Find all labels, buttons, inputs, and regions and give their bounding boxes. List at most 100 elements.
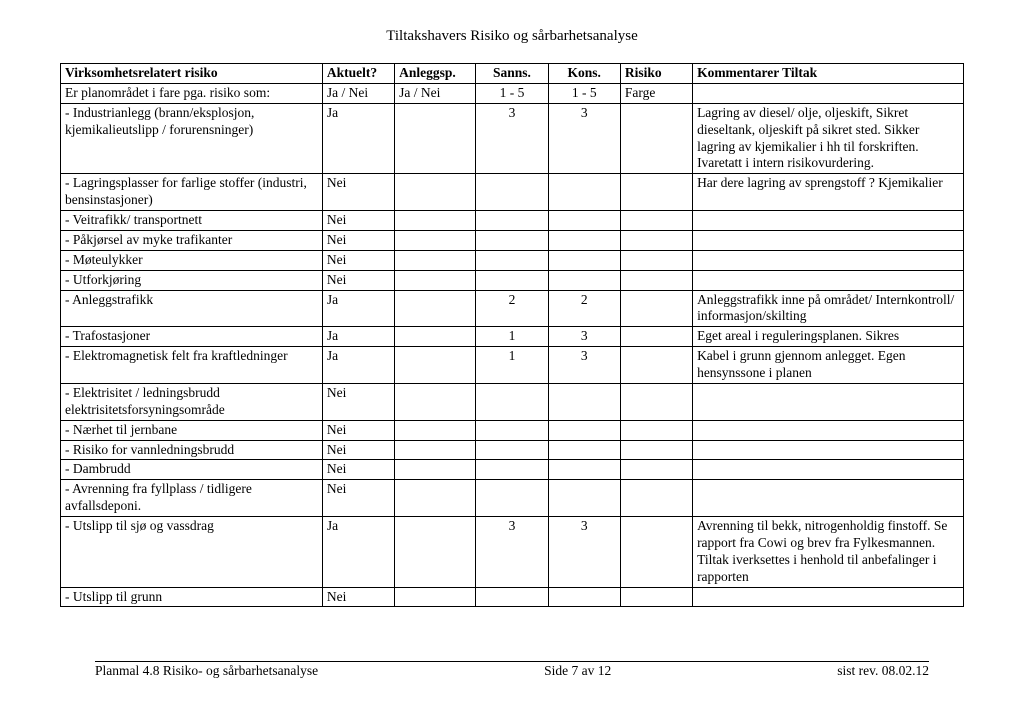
table-cell: 2 xyxy=(548,290,620,327)
table-cell: - Utforkjøring xyxy=(61,270,323,290)
table-cell xyxy=(620,480,692,517)
table-cell xyxy=(395,517,476,588)
table-cell xyxy=(548,174,620,211)
table-cell xyxy=(548,383,620,420)
table-cell xyxy=(693,83,964,103)
table-cell xyxy=(395,587,476,607)
table-cell: - Nærhet til jernbane xyxy=(61,420,323,440)
table-row: - Påkjørsel av myke trafikanterNei xyxy=(61,230,964,250)
table-cell xyxy=(395,211,476,231)
table-cell: Ja xyxy=(322,517,394,588)
table-cell xyxy=(693,270,964,290)
table-cell: - Veitrafikk/ transportnett xyxy=(61,211,323,231)
table-row: - Industrianlegg (brann/eksplosjon, kjem… xyxy=(61,103,964,174)
table-cell: Nei xyxy=(322,383,394,420)
table-cell: Ja xyxy=(322,290,394,327)
table-cell xyxy=(548,420,620,440)
table-cell xyxy=(548,270,620,290)
table-cell: Nei xyxy=(322,230,394,250)
footer-center: Side 7 av 12 xyxy=(544,663,611,679)
table-cell xyxy=(395,230,476,250)
table-cell: Nei xyxy=(322,270,394,290)
table-cell: Nei xyxy=(322,250,394,270)
table-cell xyxy=(476,270,548,290)
table-cell xyxy=(548,211,620,231)
table-cell: - Utslipp til grunn xyxy=(61,587,323,607)
table-cell: - Elektrisitet / ledningsbrudd elektrisi… xyxy=(61,383,323,420)
table-cell: 1 xyxy=(476,327,548,347)
table-cell: 1 - 5 xyxy=(548,83,620,103)
footer-right: sist rev. 08.02.12 xyxy=(837,663,929,679)
page-footer: Planmal 4.8 Risiko- og sårbarhetsanalyse… xyxy=(95,661,929,679)
table-cell xyxy=(476,230,548,250)
table-cell xyxy=(476,420,548,440)
table-cell xyxy=(620,460,692,480)
table-cell xyxy=(548,587,620,607)
table-cell xyxy=(548,250,620,270)
table-cell: Ja xyxy=(322,327,394,347)
table-cell: Ja / Nei xyxy=(322,83,394,103)
table-cell xyxy=(693,420,964,440)
table-cell xyxy=(693,460,964,480)
table-cell xyxy=(395,347,476,384)
table-cell: - Avrenning fra fyllplass / tidligere av… xyxy=(61,480,323,517)
col-header-kons: Kons. xyxy=(548,64,620,84)
table-cell: Har dere lagring av sprengstoff ? Kjemik… xyxy=(693,174,964,211)
table-cell xyxy=(476,383,548,420)
table-cell: Er planområdet i fare pga. risiko som: xyxy=(61,83,323,103)
table-cell: 2 xyxy=(476,290,548,327)
table-cell xyxy=(395,420,476,440)
table-body: Er planområdet i fare pga. risiko som:Ja… xyxy=(61,83,964,607)
table-cell xyxy=(476,480,548,517)
table-cell: Farge xyxy=(620,83,692,103)
table-cell: - Møteulykker xyxy=(61,250,323,270)
table-cell: 3 xyxy=(476,103,548,174)
table-cell xyxy=(395,383,476,420)
table-cell xyxy=(395,103,476,174)
table-cell xyxy=(620,103,692,174)
table-cell xyxy=(620,230,692,250)
table-cell: Ja / Nei xyxy=(395,83,476,103)
table-cell xyxy=(548,440,620,460)
table-cell: 3 xyxy=(548,517,620,588)
col-header-desc: Virksomhetsrelatert risiko xyxy=(61,64,323,84)
table-cell xyxy=(476,250,548,270)
table-cell xyxy=(620,440,692,460)
table-cell xyxy=(620,517,692,588)
table-cell: 1 xyxy=(476,347,548,384)
table-cell: Nei xyxy=(322,587,394,607)
table-cell: - Utslipp til sjø og vassdrag xyxy=(61,517,323,588)
table-row: - Utslipp til sjø og vassdragJa33Avrenni… xyxy=(61,517,964,588)
table-cell: Ja xyxy=(322,347,394,384)
table-cell: Anleggstrafikk inne på området/ Internko… xyxy=(693,290,964,327)
table-row: - TrafostasjonerJa13Eget areal i reguler… xyxy=(61,327,964,347)
table-row: - Veitrafikk/ transportnettNei xyxy=(61,211,964,231)
table-cell xyxy=(693,440,964,460)
table-row: - MøteulykkerNei xyxy=(61,250,964,270)
table-cell: - Lagringsplasser for farlige stoffer (i… xyxy=(61,174,323,211)
table-cell xyxy=(395,250,476,270)
table-cell: Nei xyxy=(322,420,394,440)
table-cell: Nei xyxy=(322,480,394,517)
table-header-row: Virksomhetsrelatert risiko Aktuelt? Anle… xyxy=(61,64,964,84)
footer-left: Planmal 4.8 Risiko- og sårbarhetsanalyse xyxy=(95,663,318,679)
table-cell: Nei xyxy=(322,440,394,460)
table-row: - UtforkjøringNei xyxy=(61,270,964,290)
table-cell xyxy=(620,420,692,440)
table-row: - AnleggstrafikkJa 22 Anleggstrafikk inne … xyxy=(61,290,964,327)
table-row: - DambruddNei xyxy=(61,460,964,480)
table-cell: - Elektromagnetisk felt fra kraftledning… xyxy=(61,347,323,384)
table-cell xyxy=(395,480,476,517)
table-cell xyxy=(395,440,476,460)
table-cell xyxy=(476,211,548,231)
table-cell xyxy=(548,480,620,517)
table-cell xyxy=(548,230,620,250)
table-cell xyxy=(548,460,620,480)
table-cell xyxy=(620,250,692,270)
table-row: - Elektromagnetisk felt fra kraftledning… xyxy=(61,347,964,384)
table-cell: Ja xyxy=(322,103,394,174)
col-header-anl: Anleggsp. xyxy=(395,64,476,84)
table-cell xyxy=(693,480,964,517)
table-cell xyxy=(395,460,476,480)
table-cell: - Anleggstrafikk xyxy=(61,290,323,327)
